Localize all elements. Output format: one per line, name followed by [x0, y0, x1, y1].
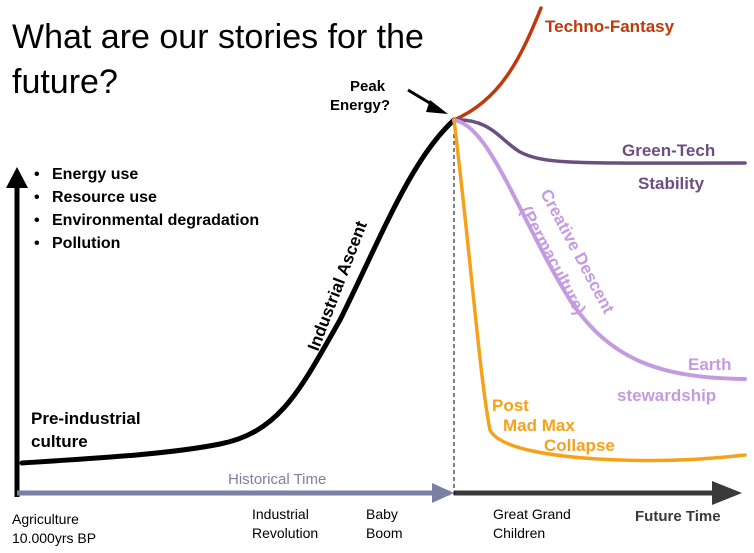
agriculture-label-line-2: 10.000yrs BP: [12, 530, 96, 546]
peak-label-line-2: Energy?: [330, 97, 390, 114]
peak-pointer-arrowhead: [426, 100, 448, 114]
bullet-glyph: •: [34, 166, 40, 183]
agriculture-label-line-1: Agriculture: [12, 511, 79, 527]
great-grand-children-label-line-2: Children: [493, 525, 545, 541]
bullet-environmental-degradation: Environmental degradation: [52, 212, 259, 229]
baby-boom-label-line-2: Boom: [366, 525, 403, 541]
bullet-glyph: •: [34, 212, 40, 229]
industrial-revolution-label-line-2: Revolution: [252, 525, 318, 541]
post-label: Post: [492, 396, 529, 415]
earth-label: Earth: [688, 355, 731, 374]
creative-descent-curve: [452, 118, 747, 381]
title-line-1: What are our stories for the: [12, 18, 424, 56]
green-tech-curve: [452, 118, 747, 165]
bullet-glyph: •: [34, 235, 40, 252]
historical-time-label: Historical Time: [228, 471, 326, 488]
bullet-energy-use: Energy use: [52, 166, 138, 183]
industrial-revolution-label-line-1: Industrial: [252, 506, 309, 522]
preindustrial-label-line-1: Pre-industrial: [31, 409, 141, 428]
y-axis-arrowhead: [6, 167, 28, 188]
mad-max-collapse-curve: [452, 118, 747, 463]
stewardship-label: stewardship: [617, 386, 716, 405]
future-time-arrowhead: [712, 481, 742, 505]
baby-boom-label-line-1: Baby: [366, 506, 398, 522]
bullet-glyph: •: [34, 189, 40, 206]
industrial-ascent-curve: [19, 117, 457, 466]
collapse-label: Collapse: [544, 436, 615, 455]
preindustrial-label-line-2: culture: [31, 432, 88, 451]
green-tech-label: Green-Tech: [622, 141, 715, 160]
historical-time-arrowhead: [432, 483, 454, 503]
techno-fantasy-curve: [452, 6, 543, 122]
great-grand-children-label-line-1: Great Grand: [493, 506, 571, 522]
industrial-ascent-label: Industrial Ascent: [304, 218, 371, 353]
stability-label: Stability: [638, 174, 705, 193]
peak-label-line-1: Peak: [350, 78, 386, 95]
future-time-label: Future Time: [635, 508, 721, 525]
title-line-2: future?: [12, 63, 118, 101]
techno-fantasy-label: Techno-Fantasy: [545, 17, 675, 36]
mad-max-label: Mad Max: [503, 416, 575, 435]
bullet-list: • Energy use • Resource use • Environmen…: [34, 166, 259, 252]
bullet-resource-use: Resource use: [52, 189, 157, 206]
bullet-pollution: Pollution: [52, 235, 120, 252]
